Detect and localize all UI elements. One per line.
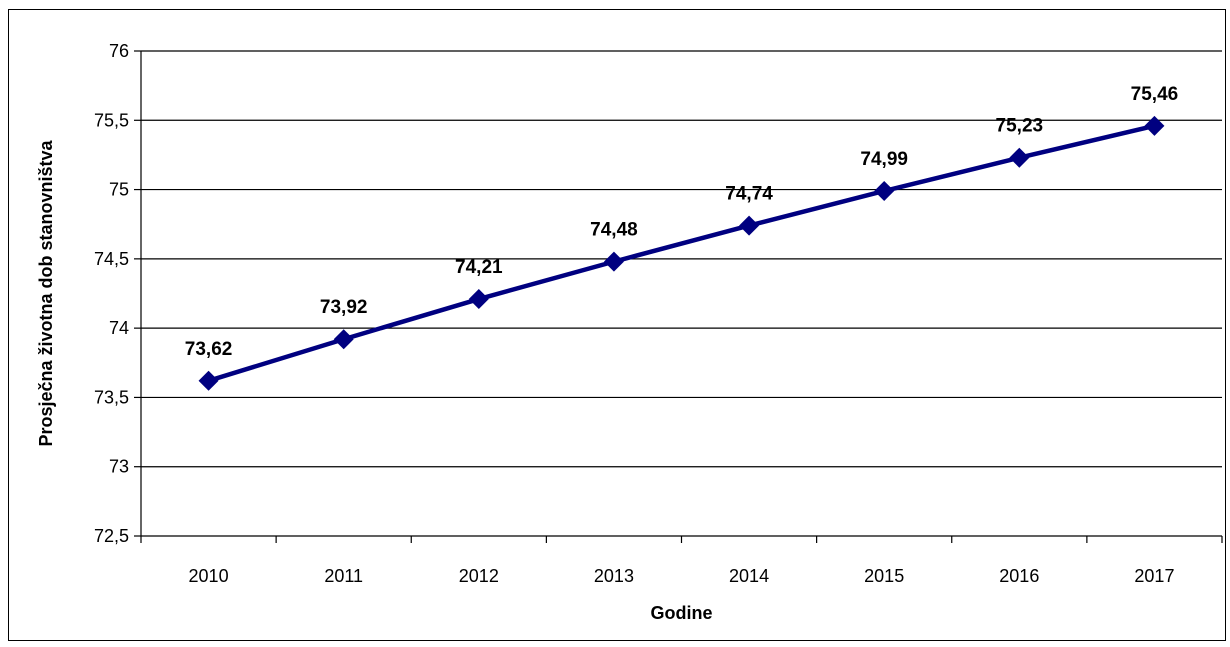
- y-tick-label: 75,5: [94, 110, 129, 130]
- y-tick-label: 75: [109, 180, 129, 200]
- series-line: [207, 123, 1155, 383]
- x-tick-label: 2013: [594, 566, 634, 586]
- data-labels: 73,62 73,92 74,21 74,48 74,74 74,99 75,23 75,46: [185, 84, 1178, 360]
- data-label: 75,46: [1131, 84, 1179, 105]
- x-tick-label: 2010: [189, 566, 229, 586]
- data-label: 74,21: [455, 257, 503, 278]
- data-label: 73,92: [320, 297, 368, 318]
- y-tick-labels: 72,5 73 73,5 74 74,5 75 75,5 76: [94, 41, 129, 546]
- data-label: 75,23: [996, 116, 1044, 137]
- data-point: [603, 251, 624, 272]
- x-tick-label: 2014: [729, 566, 769, 586]
- data-label: 74,99: [860, 149, 908, 170]
- x-tick-labels: 2010 2011 2012 2013 2014 2015 2016 2017: [189, 566, 1175, 586]
- y-axis-title: Prosječna životna dob stanovništva: [36, 139, 56, 446]
- y-tick-label: 76: [109, 41, 129, 61]
- data-label: 74,48: [590, 220, 638, 241]
- y-tick-label: 73,5: [94, 387, 129, 407]
- data-point: [739, 215, 760, 236]
- x-tick-label: 2017: [1134, 566, 1174, 586]
- x-tick-label: 2016: [999, 566, 1039, 586]
- x-tick-label: 2015: [864, 566, 904, 586]
- data-point: [468, 289, 489, 310]
- y-tick-label: 74: [109, 318, 129, 338]
- y-tick-label: 74,5: [94, 249, 129, 269]
- data-point: [198, 370, 219, 391]
- series-layer: [198, 115, 1165, 391]
- y-tick-label: 72,5: [94, 526, 129, 546]
- gridlines: [141, 50, 1222, 468]
- data-point: [1144, 115, 1165, 136]
- data-label: 74,74: [725, 184, 773, 205]
- data-label: 73,62: [185, 339, 233, 360]
- y-tick-label: 73: [109, 457, 129, 477]
- x-axis-title: Godine: [651, 603, 713, 623]
- x-tick-label: 2011: [324, 566, 363, 586]
- x-tick-label: 2012: [459, 566, 499, 586]
- data-point: [1009, 147, 1030, 168]
- axes: [134, 50, 1223, 543]
- data-point: [874, 180, 895, 201]
- data-point: [333, 329, 354, 350]
